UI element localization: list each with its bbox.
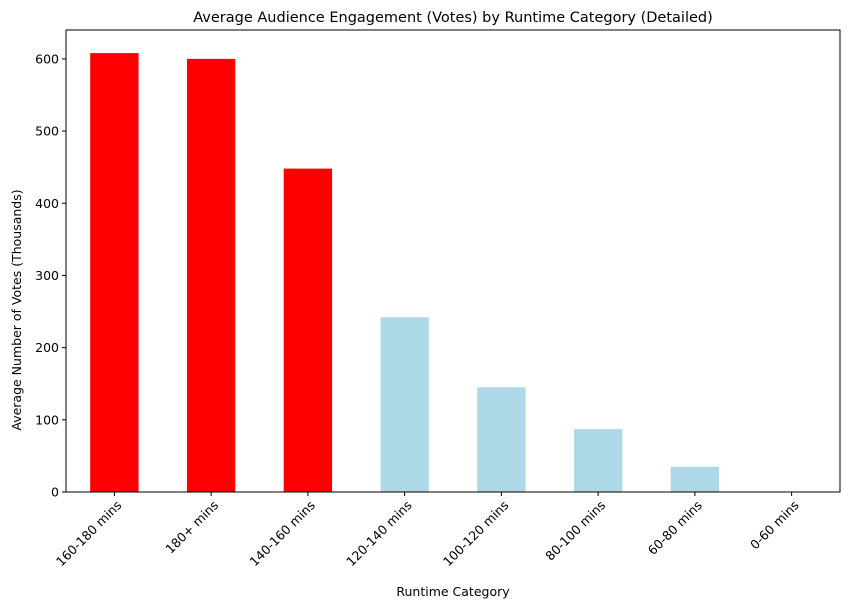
x-axis-label: Runtime Category xyxy=(396,584,510,599)
y-tick-label: 600 xyxy=(35,51,59,66)
x-tick-label: 120-140 mins xyxy=(343,498,415,570)
y-tick-label: 400 xyxy=(35,196,59,211)
y-tick-label: 0 xyxy=(51,485,59,500)
bar-160-180-mins xyxy=(90,53,139,492)
x-tick-label: 180+ mins xyxy=(162,498,221,557)
bar-60-80-mins xyxy=(670,466,720,492)
x-axis-ticks: 160-180 mins 180+ mins 140-160 mins 120-140… xyxy=(53,492,802,569)
bar-80-100-mins xyxy=(573,429,623,492)
x-tick-label: 60-80 mins xyxy=(645,498,705,558)
bar-180-mins xyxy=(186,58,236,492)
y-tick-label: 100 xyxy=(35,412,59,427)
bar-120-140-mins xyxy=(380,317,429,492)
y-axis-label: Average Number of Votes (Thousands) xyxy=(9,189,24,430)
x-tick-label: 140-160 mins xyxy=(246,498,318,570)
bar-100-120-mins xyxy=(477,387,526,492)
x-tick-label: 100-120 mins xyxy=(440,498,512,570)
x-tick-label: 0-60 mins xyxy=(747,498,802,553)
x-tick-label: 160-180 mins xyxy=(53,498,125,570)
y-tick-label: 500 xyxy=(35,124,59,139)
y-tick-label: 300 xyxy=(35,268,59,283)
chart-title: Average Audience Engagement (Votes) by R… xyxy=(193,10,713,26)
y-axis-ticks: 0 100 200 300 400 500 600 xyxy=(35,51,66,500)
bars-group xyxy=(90,53,720,492)
y-tick-label: 200 xyxy=(35,340,59,355)
axes-frame xyxy=(65,29,841,493)
bar-140-160-mins xyxy=(283,168,333,492)
x-tick-label: 80-100 mins xyxy=(542,498,608,564)
